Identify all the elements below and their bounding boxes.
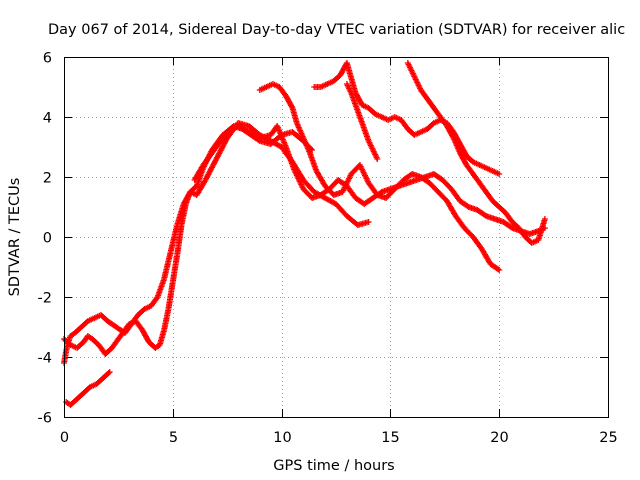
series-track-4 [191,123,548,237]
data-point-marker [105,370,112,376]
y-tick-label: 0 [43,231,52,247]
y-tick-label: -4 [38,351,52,367]
x-tick-label: 10 [273,430,291,446]
x-tick-label: 15 [381,430,399,446]
x-tick-label: 20 [490,430,508,446]
data-point-marker [495,266,501,273]
chart-title: Day 067 of 2014, Sidereal Day-to-day VTE… [48,22,625,38]
data-point-marker [496,267,503,273]
y-tick-label: 6 [43,51,52,67]
data-point-marker [106,369,113,375]
plot-frame [64,57,609,418]
series-track-5 [256,81,503,273]
data-point-marker [365,219,372,225]
y-tick-label: 2 [43,171,52,187]
y-tick-label: -2 [38,291,52,307]
y-tick-label: -6 [38,411,52,427]
x-tick-label: 5 [169,430,178,446]
data-markers [61,60,548,408]
data-point-marker [541,216,548,222]
series-track-3 [63,369,113,408]
data-point-marker [496,171,503,177]
x-tick-label: 25 [599,430,617,446]
x-axis-label: GPS time / hours [273,458,394,474]
y-tick-label: 4 [43,111,52,127]
series-track-8 [404,60,548,246]
data-point-marker [374,156,381,162]
x-tick-label: 0 [60,430,69,446]
y-axis-label: SDTVAR / TECUs [7,178,23,297]
data-point-marker [288,103,295,110]
series-track-7 [343,81,381,162]
